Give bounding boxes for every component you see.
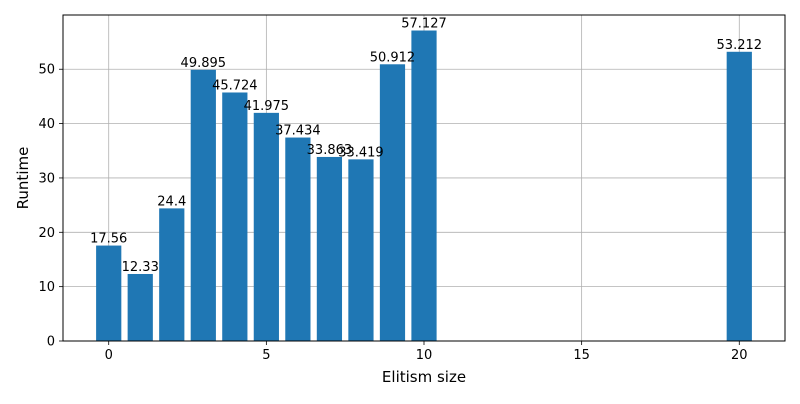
data-labels: 17.56 12.33 24.4 49.895 45.724 41.975 37.434 33… <box>90 17 762 275</box>
data-label: 37.434 <box>275 124 321 139</box>
bar <box>96 245 122 341</box>
bar <box>253 112 279 341</box>
bar <box>726 51 752 341</box>
bar <box>159 208 185 341</box>
bar <box>411 30 437 341</box>
data-label: 24.4 <box>157 194 186 209</box>
bar <box>379 64 406 342</box>
y-tick-label: 10 <box>38 280 55 295</box>
data-label: 41.975 <box>244 99 290 114</box>
plot-frame <box>62 14 786 342</box>
x-tick-label: 20 <box>731 348 748 363</box>
bar <box>316 156 343 341</box>
bar <box>285 137 311 341</box>
y-tick-label: 30 <box>38 171 55 186</box>
y-tick-label: 50 <box>38 63 55 78</box>
data-label: 49.895 <box>181 56 227 71</box>
data-label: 17.56 <box>90 232 127 247</box>
x-tick-label: 10 <box>416 348 433 363</box>
bar <box>222 92 248 341</box>
bar <box>127 273 153 341</box>
data-label: 57.127 <box>401 17 447 32</box>
bar <box>190 69 216 341</box>
x-tick-label: 15 <box>573 348 590 363</box>
x-tick-label: 0 <box>105 348 113 363</box>
y-axis-label: Runtime <box>14 147 32 210</box>
bars <box>96 30 752 342</box>
data-label: 33.419 <box>338 145 384 160</box>
data-label: 45.724 <box>212 78 258 93</box>
data-label: 12.33 <box>122 260 159 275</box>
bar <box>348 159 374 341</box>
x-tick-label: 5 <box>262 348 270 363</box>
axis-ticks: 0 5 10 15 20 0 10 20 30 40 50 <box>38 63 747 363</box>
data-label: 33.863 <box>307 143 353 158</box>
y-tick-label: 20 <box>38 226 55 241</box>
x-axis-label: Elitism size <box>382 368 466 386</box>
data-label: 50.912 <box>370 50 416 65</box>
y-tick-label: 40 <box>38 117 55 132</box>
y-tick-label: 0 <box>47 335 55 350</box>
data-label: 53.212 <box>717 38 763 53</box>
